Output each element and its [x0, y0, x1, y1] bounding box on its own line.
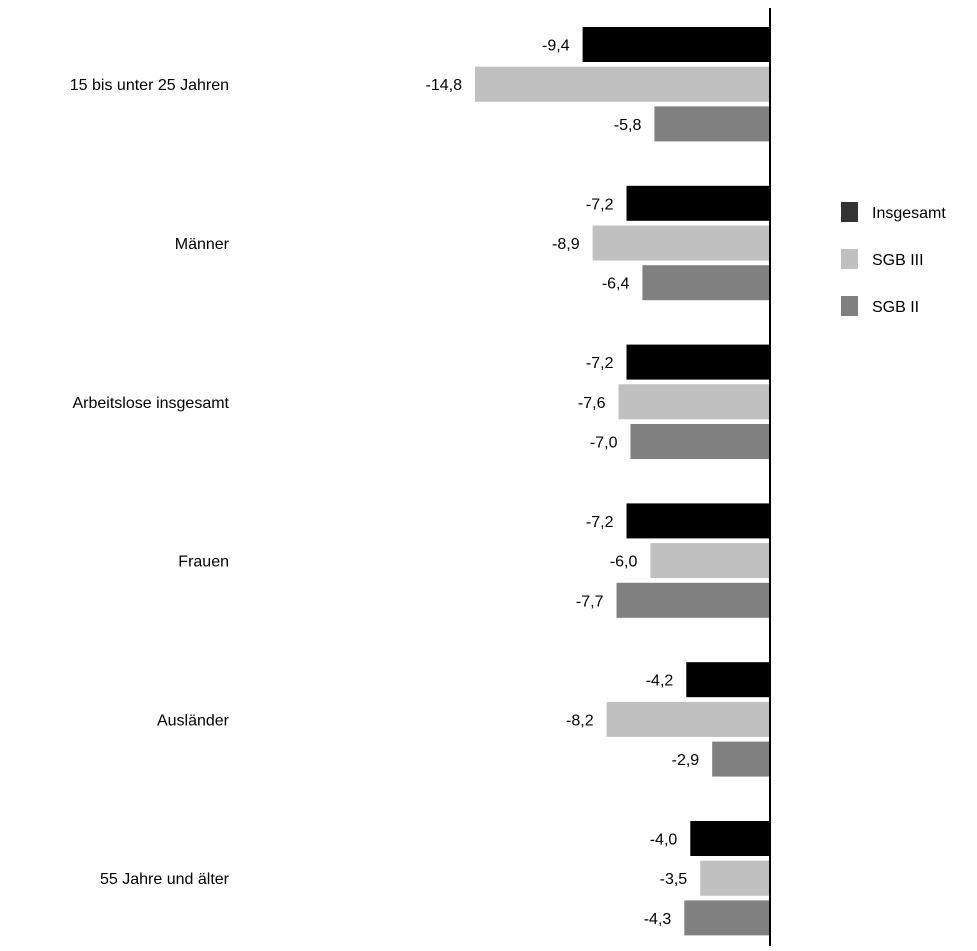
value-label-1-0: -14,8 — [426, 77, 463, 94]
category-label-3: Frauen — [178, 554, 229, 571]
bar-2-0 — [654, 106, 770, 141]
legend-swatch-1 — [841, 249, 858, 269]
category-label-1: Männer — [175, 236, 230, 253]
value-label-1-5: -3,5 — [660, 871, 688, 888]
value-label-2-1: -6,4 — [602, 276, 630, 293]
bar-1-3 — [650, 543, 770, 578]
category-label-4: Ausländer — [157, 712, 230, 729]
value-label-1-3: -6,0 — [610, 554, 638, 571]
value-label-1-1: -8,9 — [552, 236, 580, 253]
bar-1-4 — [607, 702, 770, 737]
legend-swatch-0 — [841, 202, 858, 222]
bar-1-0 — [475, 67, 770, 102]
value-label-2-5: -4,3 — [644, 911, 672, 928]
value-label-0-4: -4,2 — [646, 673, 674, 690]
bar-1-1 — [593, 226, 770, 261]
legend-label-1: SGB III — [872, 252, 924, 269]
legend-label-0: Insgesamt — [872, 205, 946, 222]
bar-0-1 — [627, 186, 771, 221]
legend: Insgesamt SGB III SGB II — [841, 202, 946, 316]
value-label-2-2: -7,0 — [590, 435, 618, 452]
value-label-1-2: -7,6 — [578, 395, 606, 412]
legend-label-2: SGB II — [872, 299, 919, 316]
bar-0-4 — [686, 662, 770, 697]
category-label-0: 15 bis unter 25 Jahren — [70, 77, 229, 94]
value-label-0-0: -9,4 — [542, 38, 570, 55]
bar-2-2 — [631, 424, 771, 459]
bar-0-3 — [627, 503, 771, 538]
value-label-0-2: -7,2 — [586, 355, 614, 372]
bar-1-2 — [619, 384, 771, 419]
category-labels-layer: 15 bis unter 25 Jahren Männer Arbeitslose … — [70, 77, 230, 888]
bar-2-4 — [712, 742, 770, 777]
category-label-5: 55 Jahre und älter — [100, 871, 230, 888]
value-labels-layer: -9,4 -14,8 -5,8 -7,2 -8,9 -6,4 -7,2 -7,6 -7,0 -7,… — [426, 38, 700, 928]
bars-layer — [475, 27, 770, 935]
category-label-2: Arbeitslose insgesamt — [72, 395, 229, 412]
bar-0-5 — [690, 821, 770, 856]
legend-swatch-2 — [841, 296, 858, 316]
bar-0-0 — [583, 27, 770, 62]
bar-2-3 — [617, 583, 771, 618]
value-label-1-4: -8,2 — [566, 712, 594, 729]
bar-1-5 — [700, 861, 770, 896]
value-label-2-4: -2,9 — [672, 752, 700, 769]
value-label-2-3: -7,7 — [576, 593, 604, 610]
bar-2-5 — [684, 900, 770, 935]
bar-0-2 — [627, 345, 771, 380]
bar-2-1 — [642, 265, 770, 300]
value-label-2-0: -5,8 — [614, 117, 642, 134]
value-label-0-3: -7,2 — [586, 514, 614, 531]
value-label-0-5: -4,0 — [650, 832, 678, 849]
value-label-0-1: -7,2 — [586, 196, 614, 213]
